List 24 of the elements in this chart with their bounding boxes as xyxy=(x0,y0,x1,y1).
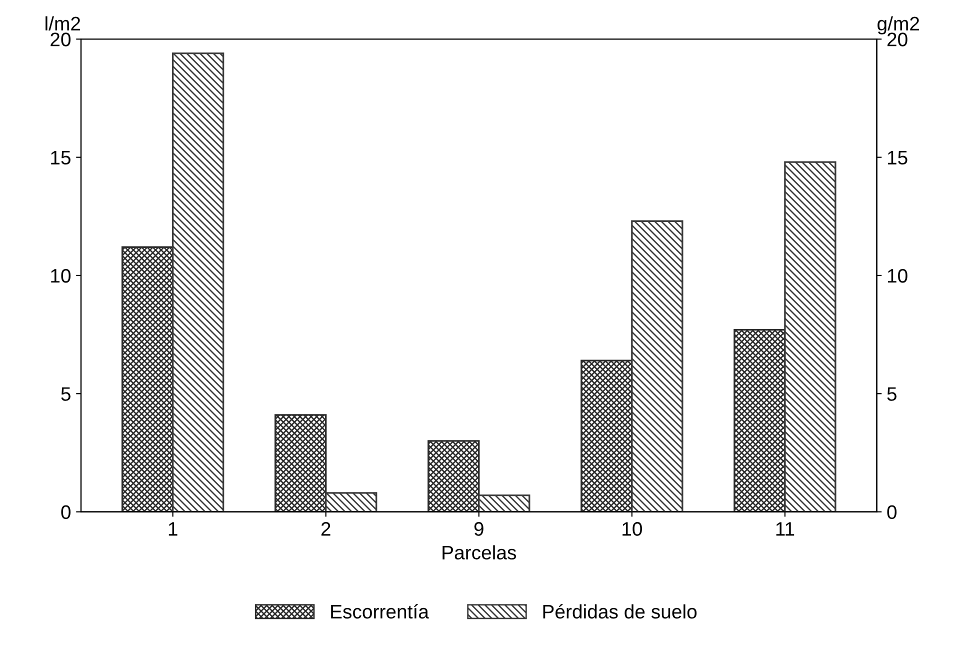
y-tick-label: 5 xyxy=(61,387,70,401)
bar xyxy=(478,494,530,512)
y-tick-label: 0 xyxy=(61,505,71,520)
x-axis-title: Parcelas xyxy=(442,545,516,560)
y-tick-label: 15 xyxy=(51,150,70,165)
y2-axis-title: g/m2 xyxy=(878,16,920,34)
bar xyxy=(274,414,327,512)
bar xyxy=(428,440,480,512)
y-axis-title: l/m2 xyxy=(46,16,80,31)
legend-label: Escorrentía xyxy=(331,604,429,619)
y2-tick-label: 10 xyxy=(888,268,908,283)
x-tick-label: 10 xyxy=(622,522,642,536)
x-tick-label: 2 xyxy=(321,522,330,536)
x-tick-label: 11 xyxy=(776,522,794,536)
bar xyxy=(325,492,378,512)
legend-label: Pérdidas de suelo xyxy=(543,604,697,619)
y2-tick-label: 15 xyxy=(888,150,908,165)
y2-tick-label: 0 xyxy=(887,505,897,520)
y2-tick-label: 5 xyxy=(887,387,896,401)
y-tick-label: 20 xyxy=(50,32,71,46)
y2-tick-label: 20 xyxy=(887,32,908,46)
x-tick-label: 1 xyxy=(168,522,178,536)
y-tick-label: 10 xyxy=(51,268,71,283)
x-tick-label: 9 xyxy=(474,522,484,536)
